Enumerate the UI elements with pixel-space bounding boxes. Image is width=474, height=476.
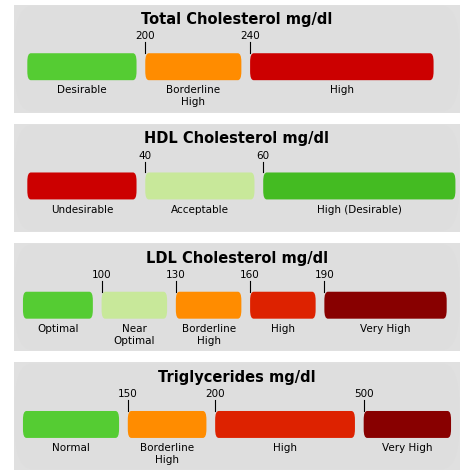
- Text: Acceptable: Acceptable: [171, 204, 229, 214]
- FancyBboxPatch shape: [250, 292, 316, 319]
- FancyBboxPatch shape: [15, 126, 459, 231]
- Text: Total Cholesterol mg/dl: Total Cholesterol mg/dl: [141, 12, 333, 27]
- FancyBboxPatch shape: [176, 292, 241, 319]
- Text: Borderline
High: Borderline High: [166, 85, 220, 107]
- Text: 150: 150: [118, 388, 137, 398]
- FancyBboxPatch shape: [263, 173, 456, 200]
- FancyBboxPatch shape: [23, 292, 93, 319]
- Text: 200: 200: [205, 388, 225, 398]
- Text: Very High: Very High: [360, 323, 411, 333]
- FancyBboxPatch shape: [215, 411, 355, 438]
- FancyBboxPatch shape: [324, 292, 447, 319]
- Text: 190: 190: [314, 269, 334, 279]
- Text: Near
Optimal: Near Optimal: [114, 323, 155, 345]
- FancyBboxPatch shape: [364, 411, 451, 438]
- Text: Very High: Very High: [382, 442, 433, 452]
- FancyBboxPatch shape: [15, 364, 459, 469]
- Text: 500: 500: [354, 388, 374, 398]
- Text: 240: 240: [240, 31, 260, 41]
- FancyBboxPatch shape: [145, 54, 241, 81]
- Text: Borderline
High: Borderline High: [182, 323, 236, 345]
- Text: High: High: [330, 85, 354, 95]
- Text: High: High: [273, 442, 297, 452]
- Text: 40: 40: [139, 150, 152, 160]
- Text: HDL Cholesterol mg/dl: HDL Cholesterol mg/dl: [145, 131, 329, 146]
- Text: 200: 200: [136, 31, 155, 41]
- FancyBboxPatch shape: [101, 292, 167, 319]
- FancyBboxPatch shape: [23, 411, 119, 438]
- FancyBboxPatch shape: [250, 54, 434, 81]
- Text: Optimal: Optimal: [37, 323, 79, 333]
- Text: Normal: Normal: [52, 442, 90, 452]
- Text: 60: 60: [256, 150, 270, 160]
- FancyBboxPatch shape: [15, 7, 459, 112]
- Text: 100: 100: [92, 269, 111, 279]
- Text: Desirable: Desirable: [57, 85, 107, 95]
- Text: Undesirable: Undesirable: [51, 204, 113, 214]
- Text: LDL Cholesterol mg/dl: LDL Cholesterol mg/dl: [146, 250, 328, 265]
- FancyBboxPatch shape: [15, 245, 459, 350]
- Text: Triglycerides mg/dl: Triglycerides mg/dl: [158, 369, 316, 384]
- Text: 160: 160: [240, 269, 260, 279]
- FancyBboxPatch shape: [145, 173, 255, 200]
- FancyBboxPatch shape: [128, 411, 206, 438]
- FancyBboxPatch shape: [27, 173, 137, 200]
- FancyBboxPatch shape: [27, 54, 137, 81]
- Text: 130: 130: [166, 269, 186, 279]
- Text: High: High: [271, 323, 295, 333]
- Text: High (Desirable): High (Desirable): [317, 204, 402, 214]
- Text: Borderline
High: Borderline High: [140, 442, 194, 464]
